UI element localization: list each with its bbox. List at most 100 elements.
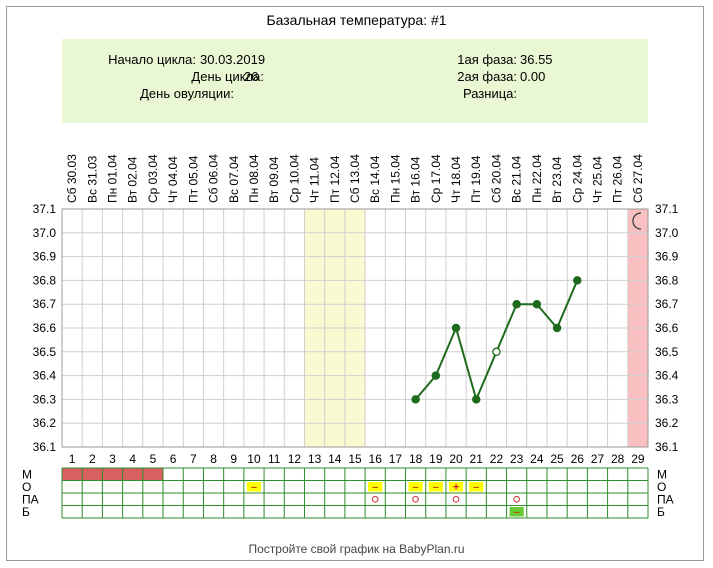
temperature-line [414, 280, 579, 403]
discharge-mark [469, 482, 484, 492]
chart-title: Базальная температура: #1 [266, 12, 447, 28]
day-number: 1 [69, 452, 76, 466]
y-tick-label-left: 36.1 [33, 440, 57, 454]
y-tick-label-left: 36.2 [33, 416, 57, 430]
day-number: 2 [89, 452, 96, 466]
date-label: Сб 30.03 [65, 154, 79, 203]
date-label: Пн 15.04 [388, 154, 402, 203]
date-label: Ср 10.04 [287, 154, 301, 203]
row-label-right: О [657, 480, 666, 494]
y-tick-label-left: 36.7 [33, 297, 57, 311]
temperature-point [492, 347, 501, 357]
row-label-left: М [22, 468, 32, 482]
y-tick-label-right: 36.9 [655, 250, 679, 264]
discharge-mark [246, 482, 262, 492]
ovulation-day-label: День овуляции: [140, 86, 234, 101]
intercourse-mark [412, 495, 419, 503]
cycle-day-value: 26 [244, 69, 259, 84]
temperature-point [431, 371, 441, 380]
day-number: 9 [230, 452, 237, 466]
y-tick-label-left: 37.1 [33, 202, 57, 216]
mark-symbol: – [372, 482, 378, 494]
discharge-mark [448, 482, 464, 492]
date-label: Вт 02.04 [126, 156, 140, 203]
day-number: 20 [449, 452, 463, 466]
day-number: 21 [470, 452, 484, 466]
date-label: Пн 01.04 [106, 154, 120, 203]
menstruation-mark [82, 468, 103, 481]
date-label: Сб 06.04 [207, 154, 221, 203]
y-tick-label-right: 36.4 [655, 369, 679, 383]
temperature-point [552, 323, 562, 333]
day-number: 12 [288, 452, 302, 466]
intercourse-mark [452, 495, 460, 503]
day-number: 25 [550, 452, 564, 466]
y-tick-label-right: 36.3 [655, 392, 679, 406]
cycle-day-label: День цикла: [191, 69, 264, 84]
plot-border [61, 208, 649, 448]
y-tick-label-left: 36.8 [33, 273, 57, 287]
phase1-label: 1ая фаза: [457, 52, 517, 67]
day-number: 23 [510, 452, 524, 466]
day-number: 4 [129, 452, 136, 466]
day-number: 17 [389, 452, 403, 466]
day-number: 26 [571, 452, 585, 466]
row-label-right: М [657, 468, 667, 482]
date-label: Пт 19.04 [469, 155, 483, 203]
date-label: Сб 20.04 [489, 154, 503, 203]
menstruation-mark [102, 468, 123, 481]
cycle-start-value: 30.03.2019 [200, 52, 266, 67]
discharge-mark [408, 482, 423, 492]
date-label: Сб 13.04 [348, 154, 362, 203]
date-label: Вс 31.03 [85, 155, 99, 203]
temperature-point [512, 299, 521, 309]
y-tick-label-right: 37.0 [655, 226, 679, 240]
mark-symbol: – [473, 482, 479, 494]
y-tick-label-left: 36.5 [33, 345, 57, 359]
mark-symbol: – [514, 507, 520, 519]
cycle-start-label: Начало цикла: [108, 52, 196, 67]
date-label: Чт 18.04 [449, 156, 463, 203]
day-number: 24 [530, 452, 544, 466]
phase2-value: 0.00 [520, 69, 546, 84]
date-label: Сб 27.04 [631, 154, 645, 203]
phase2-label: 2ая фаза: [457, 69, 517, 84]
date-label: Вт 23.04 [550, 156, 564, 203]
temperature-point [532, 299, 542, 309]
date-label: Вс 21.04 [510, 155, 524, 203]
temperature-point [411, 395, 420, 404]
menstruation-mark [142, 468, 164, 481]
intercourse-mark [513, 495, 521, 503]
date-label: Пт 05.04 [186, 155, 200, 203]
y-tick-label-right: 36.5 [655, 345, 679, 359]
date-label: Пт 26.04 [611, 155, 625, 203]
mark-symbol: – [251, 482, 257, 494]
day-number: 10 [247, 452, 261, 466]
date-label: Пн 08.04 [247, 154, 261, 203]
row-label-left: О [22, 480, 31, 494]
date-label: Чт 11.04 [308, 157, 322, 203]
row-label-left: Б [22, 505, 30, 519]
day-number: 14 [328, 452, 342, 466]
footer-link[interactable]: Постройте свой график на BabyPlan.ru [248, 542, 465, 556]
menstruation-mark [122, 468, 143, 481]
day-number: 11 [268, 452, 281, 466]
y-tick-label-left: 37.0 [33, 226, 57, 240]
day-number: 8 [210, 452, 217, 466]
date-label: Ср 24.04 [570, 154, 584, 203]
mark-symbol: + [453, 482, 459, 494]
y-tick-label-right: 36.6 [655, 321, 679, 335]
date-label: Вт 09.04 [267, 156, 281, 203]
y-tick-label-right: 36.8 [655, 273, 679, 287]
date-label: Пн 22.04 [530, 154, 544, 203]
discharge-mark [428, 482, 443, 492]
date-label: Ср 03.04 [146, 154, 160, 203]
date-label: Ср 17.04 [429, 154, 443, 203]
y-tick-label-left: 36.3 [33, 392, 57, 406]
day-number: 15 [348, 452, 362, 466]
date-label: Пт 12.04 [328, 155, 342, 203]
y-tick-label-right: 36.1 [655, 440, 679, 454]
row-label-right: Б [657, 505, 665, 519]
date-label: Чт 25.04 [590, 156, 604, 203]
